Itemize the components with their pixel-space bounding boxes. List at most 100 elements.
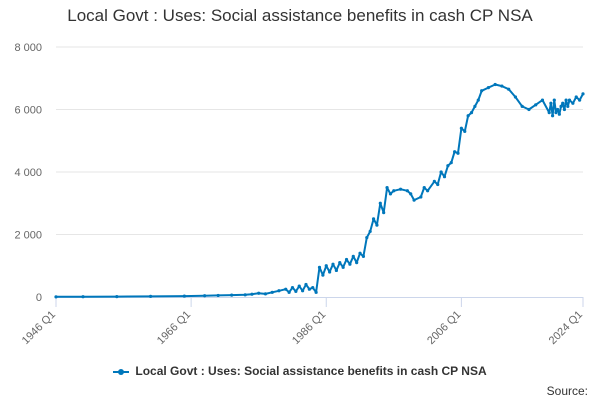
y-tick-label: 0: [36, 292, 42, 304]
data-point[interactable]: [559, 104, 563, 108]
data-point[interactable]: [388, 192, 393, 196]
data-point[interactable]: [547, 111, 551, 115]
data-point[interactable]: [476, 98, 480, 102]
data-point[interactable]: [534, 103, 538, 107]
data-point[interactable]: [409, 192, 413, 196]
data-point[interactable]: [469, 111, 474, 115]
data-point[interactable]: [405, 189, 409, 193]
data-point[interactable]: [263, 292, 268, 296]
x-tick-label: 2006 Q1: [425, 309, 463, 347]
data-point[interactable]: [81, 295, 85, 299]
data-point[interactable]: [375, 223, 379, 227]
data-point[interactable]: [297, 284, 301, 288]
data-point[interactable]: [571, 101, 575, 105]
legend[interactable]: Local Govt : Uses: Social assistance ben…: [0, 364, 600, 378]
data-point[interactable]: [317, 265, 322, 269]
data-point[interactable]: [549, 101, 553, 105]
data-point[interactable]: [412, 198, 416, 202]
data-point[interactable]: [378, 201, 382, 205]
data-point[interactable]: [358, 251, 362, 255]
data-point[interactable]: [446, 164, 450, 168]
data-point[interactable]: [355, 261, 359, 265]
data-point[interactable]: [371, 217, 376, 221]
data-point[interactable]: [243, 293, 247, 297]
data-point[interactable]: [540, 98, 545, 102]
data-point[interactable]: [564, 98, 568, 102]
data-point[interactable]: [550, 114, 555, 118]
data-point[interactable]: [486, 86, 491, 90]
data-point[interactable]: [578, 98, 582, 102]
data-point[interactable]: [304, 282, 308, 287]
data-point[interactable]: [442, 175, 447, 179]
data-point[interactable]: [385, 186, 389, 190]
data-point[interactable]: [307, 287, 311, 291]
data-point[interactable]: [115, 295, 119, 299]
data-point[interactable]: [436, 182, 440, 187]
data-point[interactable]: [277, 289, 281, 293]
data-point[interactable]: [365, 236, 369, 240]
data-point[interactable]: [301, 289, 305, 293]
data-point[interactable]: [270, 290, 274, 294]
data-point[interactable]: [311, 286, 315, 290]
data-point[interactable]: [459, 126, 463, 130]
data-point[interactable]: [507, 87, 511, 91]
data-point[interactable]: [341, 265, 345, 269]
data-point[interactable]: [334, 268, 338, 273]
data-point[interactable]: [561, 101, 565, 105]
data-point[interactable]: [216, 293, 220, 298]
data-point[interactable]: [567, 98, 572, 102]
data-point[interactable]: [574, 95, 578, 99]
data-point[interactable]: [426, 189, 430, 193]
data-point[interactable]: [348, 262, 352, 266]
data-point[interactable]: [338, 261, 342, 265]
data-point[interactable]: [284, 287, 288, 291]
data-point[interactable]: [439, 170, 443, 174]
data-point[interactable]: [493, 82, 497, 87]
data-point[interactable]: [344, 257, 349, 262]
data-point[interactable]: [453, 150, 457, 154]
data-point[interactable]: [556, 107, 560, 112]
data-point[interactable]: [203, 294, 207, 298]
data-point[interactable]: [500, 84, 504, 88]
data-point[interactable]: [473, 104, 477, 108]
data-point[interactable]: [331, 262, 335, 266]
data-point[interactable]: [463, 129, 467, 133]
data-point[interactable]: [398, 187, 403, 191]
data-point[interactable]: [287, 290, 291, 294]
legend-label: Local Govt : Uses: Social assistance ben…: [135, 364, 487, 378]
data-point[interactable]: [321, 273, 325, 277]
data-point[interactable]: [480, 89, 484, 93]
data-point[interactable]: [419, 195, 423, 199]
data-point[interactable]: [552, 98, 556, 102]
data-point[interactable]: [250, 292, 254, 296]
data-point[interactable]: [449, 161, 453, 165]
y-tick-label: 6 000: [14, 105, 42, 117]
data-point[interactable]: [520, 104, 524, 108]
data-point[interactable]: [456, 151, 460, 155]
data-point[interactable]: [351, 254, 355, 258]
data-point[interactable]: [422, 186, 426, 190]
data-point[interactable]: [382, 211, 386, 215]
data-point[interactable]: [294, 289, 298, 293]
data-point[interactable]: [54, 295, 58, 299]
data-point[interactable]: [432, 179, 436, 183]
data-point[interactable]: [314, 290, 318, 294]
data-point[interactable]: [368, 229, 372, 233]
data-point[interactable]: [230, 293, 234, 297]
data-point[interactable]: [527, 107, 531, 112]
data-point[interactable]: [513, 95, 518, 99]
data-point[interactable]: [562, 107, 567, 112]
data-point[interactable]: [257, 291, 261, 295]
data-point[interactable]: [148, 294, 153, 298]
data-point[interactable]: [581, 92, 585, 96]
data-point[interactable]: [324, 264, 328, 268]
data-point[interactable]: [182, 294, 186, 298]
data-point[interactable]: [566, 104, 570, 108]
data-point[interactable]: [392, 189, 396, 193]
data-point[interactable]: [361, 254, 366, 258]
data-point[interactable]: [328, 270, 332, 274]
data-point[interactable]: [466, 114, 470, 118]
data-point[interactable]: [554, 111, 558, 115]
data-point[interactable]: [290, 286, 295, 290]
data-point[interactable]: [557, 112, 561, 116]
